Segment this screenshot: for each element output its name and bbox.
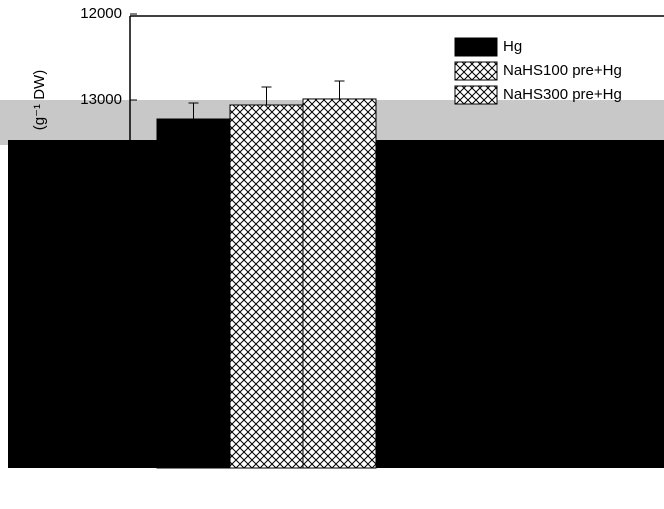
legend-label: NaHS100 pre+Hg	[503, 62, 622, 79]
legend-swatch	[454, 85, 498, 105]
legend-label: Hg	[503, 38, 522, 55]
y-axis-label: (g⁻¹ DW)	[31, 70, 48, 130]
bar	[302, 98, 377, 469]
y-tick-label: 13000	[80, 91, 122, 108]
legend-swatch	[454, 37, 498, 57]
y-tick-label: 12000	[80, 5, 122, 22]
legend-label: NaHS300 pre+Hg	[503, 86, 622, 103]
legend-swatch	[454, 61, 498, 81]
bar	[229, 104, 304, 469]
bar	[156, 118, 231, 469]
